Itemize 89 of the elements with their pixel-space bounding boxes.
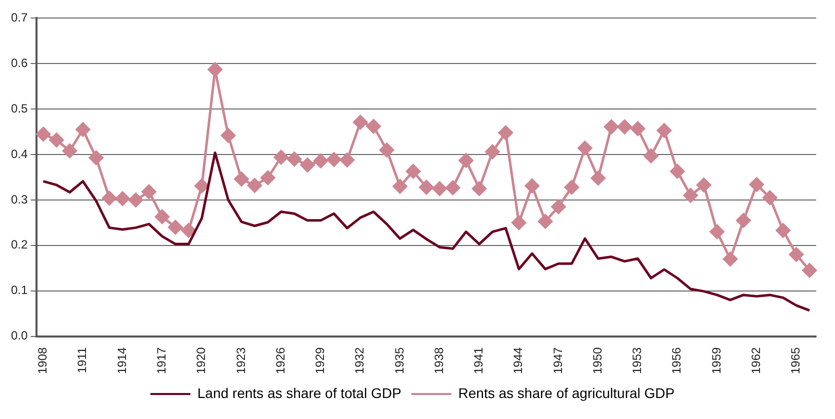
point <box>247 178 262 193</box>
x-tick-label: 1938 <box>432 346 446 374</box>
x-tick-label: 1914 <box>114 346 129 374</box>
y-tick-label: 0.6 <box>10 56 28 70</box>
point <box>762 190 778 205</box>
point <box>274 150 288 165</box>
point <box>313 154 328 168</box>
point <box>366 119 381 134</box>
point <box>168 220 183 234</box>
point <box>432 181 447 196</box>
x-tick-label: 1947 <box>550 346 565 374</box>
x-tick-label: 1935 <box>392 346 406 374</box>
point <box>524 178 540 194</box>
point <box>551 200 566 214</box>
y-tick-label: 0.2 <box>10 238 28 252</box>
point <box>380 142 394 158</box>
x-tick-label: 1911 <box>75 346 90 374</box>
point <box>340 152 354 168</box>
point <box>789 247 804 262</box>
point <box>802 263 817 278</box>
x-tick-label: 1941 <box>472 346 486 374</box>
point <box>604 120 619 134</box>
y-tick-label: 0.7 <box>10 10 28 25</box>
point <box>419 180 434 194</box>
point <box>128 192 144 208</box>
x-tick-label: 1920 <box>194 346 208 374</box>
point <box>538 214 553 229</box>
point <box>710 224 724 240</box>
point <box>115 191 130 206</box>
point <box>154 210 170 224</box>
point <box>617 120 632 134</box>
x-tick-label: 1917 <box>154 346 168 374</box>
point <box>683 188 698 203</box>
point <box>670 164 685 179</box>
point <box>472 181 486 196</box>
point <box>194 178 210 194</box>
point <box>776 223 790 238</box>
point <box>287 152 302 166</box>
point <box>644 148 658 164</box>
x-tick-label: 1959 <box>709 346 724 374</box>
x-tick-label: 1965 <box>788 346 803 374</box>
x-tick-label: 1908 <box>36 346 50 374</box>
point <box>498 125 513 140</box>
point <box>220 128 236 143</box>
point <box>62 144 77 158</box>
point <box>736 213 751 228</box>
x-tick-label: 1932 <box>352 346 367 374</box>
point <box>485 144 500 160</box>
point <box>458 153 474 168</box>
point <box>564 180 579 194</box>
point <box>512 215 526 230</box>
point <box>234 172 249 186</box>
point <box>326 152 342 167</box>
y-tick-label: 0.0 <box>10 328 28 343</box>
legend-label: Rents as share of agricultural GDP <box>458 384 675 401</box>
point <box>181 223 196 238</box>
point <box>590 170 606 186</box>
x-tick-label: 1926 <box>273 346 288 374</box>
x-tick-label: 1923 <box>234 346 248 374</box>
point <box>36 126 51 142</box>
point <box>102 190 117 206</box>
y-tick-label: 0.3 <box>10 192 28 206</box>
point <box>208 62 222 77</box>
point <box>749 177 764 192</box>
y-tick-label: 0.4 <box>10 146 28 161</box>
y-tick-label: 0.1 <box>10 283 28 298</box>
point <box>142 184 156 200</box>
x-tick-label: 1929 <box>313 346 328 374</box>
point <box>578 140 592 156</box>
point <box>260 170 276 185</box>
x-tick-label: 1956 <box>670 346 684 374</box>
x-tick-label: 1962 <box>748 346 763 374</box>
point <box>76 122 90 137</box>
x-tick-label: 1953 <box>630 346 644 374</box>
point <box>656 123 672 138</box>
point <box>392 179 408 194</box>
point <box>446 180 460 195</box>
x-tick-label: 1950 <box>590 346 604 374</box>
point <box>300 158 315 172</box>
point <box>49 132 64 148</box>
point <box>88 150 104 165</box>
x-tick-label: 1944 <box>511 346 526 374</box>
y-tick-label: 0.5 <box>10 101 28 116</box>
point <box>696 178 712 192</box>
point <box>630 121 646 136</box>
point <box>353 115 368 130</box>
legend-label: Land rents as share of total GDP <box>197 384 402 401</box>
point <box>723 252 738 266</box>
point <box>406 164 420 179</box>
